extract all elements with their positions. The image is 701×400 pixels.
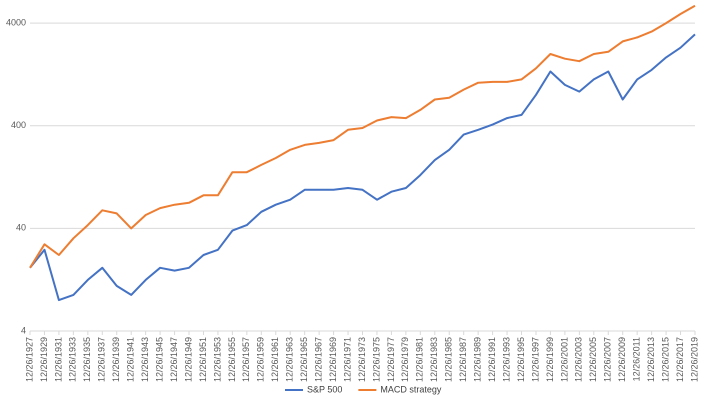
legend-label: S&P 500 [307, 384, 342, 394]
x-tick-label: 12/26/2007 [603, 337, 613, 382]
x-tick-label: 12/26/2005 [588, 337, 598, 382]
x-tick-label: 12/26/1975 [371, 337, 381, 382]
x-tick-label: 12/26/2019 [689, 337, 699, 382]
x-tick-label: 12/26/2013 [646, 337, 656, 382]
x-tick-label: 12/26/2017 [675, 337, 685, 382]
series-line [29, 4, 696, 269]
x-tick-label: 12/26/1929 [39, 337, 49, 382]
x-tick-label: 12/26/1941 [126, 337, 136, 382]
x-tick-label: 12/26/1967 [314, 337, 324, 382]
x-tick-label: 12/26/1999 [545, 337, 555, 382]
x-tick-label: 12/26/1959 [256, 337, 266, 382]
x-tick-label: 12/26/1933 [68, 337, 78, 382]
y-tick-label: 4 [21, 325, 26, 335]
x-tick-label: 12/26/1963 [285, 337, 295, 382]
x-tick-label: 12/26/1985 [444, 337, 454, 382]
x-tick-label: 12/26/1947 [169, 337, 179, 382]
x-tick-label: 12/26/2015 [660, 337, 670, 382]
x-tick-label: 12/26/1969 [328, 337, 338, 382]
x-tick-label: 12/26/2011 [632, 337, 642, 381]
x-tick-label: 12/26/1979 [400, 337, 410, 382]
x-tick-label: 12/26/1931 [53, 337, 63, 382]
x-tick-label: 12/26/1989 [473, 337, 483, 382]
x-tick-label: 12/26/1945 [154, 337, 164, 382]
x-tick-label: 12/26/1939 [111, 337, 121, 382]
legend: S&P 500 MACD strategy [285, 384, 442, 394]
x-tick-label: 12/26/1971 [342, 337, 352, 382]
x-tick-label: 12/26/1961 [270, 337, 280, 382]
x-tick-label: 12/26/1937 [97, 337, 107, 382]
x-tick-label: 12/26/1997 [530, 337, 540, 382]
y-tick-label: 4000 [6, 17, 26, 27]
x-tick-label: 12/26/1993 [501, 337, 511, 382]
x-tick-label: 12/26/1951 [198, 337, 208, 382]
legend-label: MACD strategy [380, 384, 442, 394]
x-tick-label: 12/26/2001 [559, 337, 569, 382]
x-tick-label: 12/26/1953 [212, 337, 222, 382]
x-tick-label: 12/26/1983 [429, 337, 439, 382]
y-tick-label: 40 [16, 223, 26, 233]
x-tick-label: 12/26/1991 [487, 337, 497, 382]
y-tick-label: 400 [11, 120, 26, 130]
x-tick-label: 12/26/1981 [415, 337, 425, 382]
x-tick-label: 12/26/1957 [241, 337, 251, 382]
x-tick-label: 12/26/1987 [458, 337, 468, 382]
x-tick-label: 12/26/1927 [24, 337, 34, 382]
x-tick-label: 12/26/1977 [386, 337, 396, 382]
x-tick-label: 12/26/1955 [227, 337, 237, 382]
x-tick-label: 12/26/1995 [516, 337, 526, 382]
x-tick-label: 12/26/1935 [82, 337, 92, 382]
x-tick-label: 12/26/1973 [357, 337, 367, 382]
x-tick-label: 12/26/2009 [617, 337, 627, 382]
x-tick-label: 12/26/1949 [183, 337, 193, 382]
x-tick-label: 12/26/1943 [140, 337, 150, 382]
x-tick-label: 12/26/1965 [299, 337, 309, 382]
series-line [29, 33, 696, 302]
x-tick-label: 12/26/2003 [574, 337, 584, 382]
